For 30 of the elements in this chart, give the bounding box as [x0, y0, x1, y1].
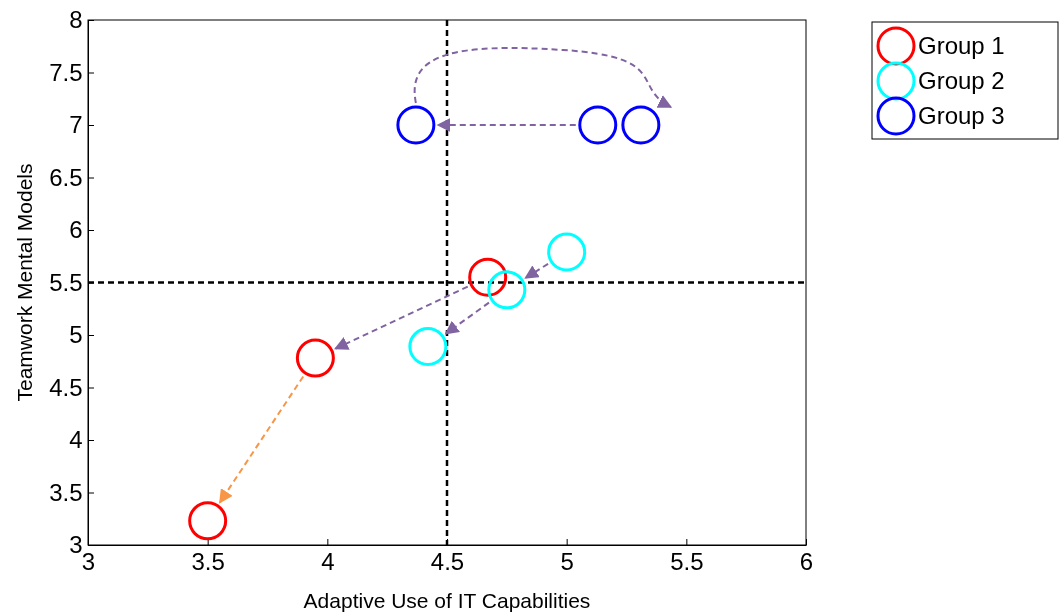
y-tick-label: 8 [69, 6, 83, 34]
y-tick-label: 5 [69, 321, 83, 349]
point [408, 327, 448, 367]
point [396, 105, 436, 145]
point [578, 105, 618, 145]
point [487, 270, 527, 310]
y-tick-label: 6 [69, 216, 83, 244]
x-tick-label: 5.5 [670, 547, 704, 575]
y-tick-label: 7.5 [49, 58, 83, 86]
x-tick-label: 4 [321, 547, 335, 575]
y-tick-label: 5.5 [49, 268, 83, 296]
x-axis-title: Adaptive Use of IT Capabilities [303, 589, 591, 612]
y-tick-label: 3.5 [49, 478, 83, 506]
legend-label: Group 1 [918, 32, 1005, 59]
point [295, 338, 335, 378]
point [468, 257, 508, 297]
point [188, 501, 228, 541]
y-tick-label: 4.5 [49, 373, 83, 401]
y-tick-label: 7 [69, 111, 83, 139]
y-axis-title: Teamwork Mental Models [13, 163, 36, 402]
x-tick-label: 3.5 [191, 547, 225, 575]
x-tick-label: 4.5 [430, 547, 465, 575]
y-tick-label: 4 [69, 426, 83, 454]
legend-label: Group 2 [918, 67, 1005, 94]
y-tick-label: 6.5 [49, 163, 83, 191]
legend-label: Group 3 [918, 102, 1005, 129]
x-tick-label: 6 [799, 547, 814, 575]
point [621, 105, 661, 145]
point [547, 232, 587, 272]
x-tick-label: 5 [560, 547, 574, 575]
